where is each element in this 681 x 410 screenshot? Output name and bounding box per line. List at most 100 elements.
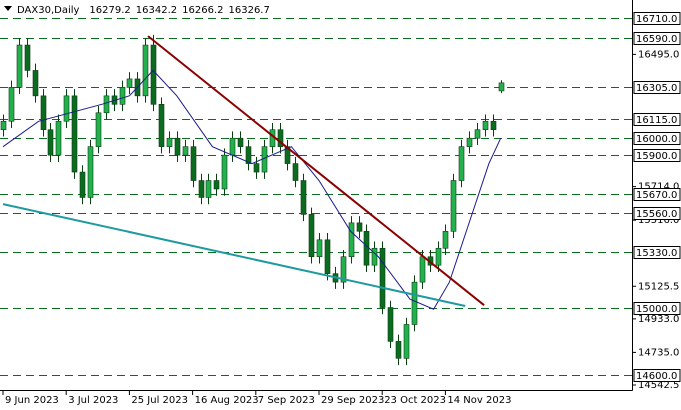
y-tick-label: 15714.0	[638, 182, 679, 193]
candle-body	[221, 154, 228, 190]
x-tick-label: 25 Jul 2023	[131, 395, 188, 406]
candle-body	[292, 163, 299, 181]
x-tick-label: 9 Jun 2023	[5, 395, 59, 406]
candle-body	[8, 87, 15, 122]
x-tick-label: 29 Sep 2023	[321, 395, 384, 406]
candle-body	[63, 95, 70, 122]
level-label-box	[633, 32, 681, 45]
candle-body	[340, 256, 347, 283]
candle-body	[150, 44, 157, 105]
level-label-box	[633, 132, 681, 145]
level-label: 15560.0	[636, 209, 677, 220]
candle-body	[24, 44, 31, 71]
candle-body	[300, 180, 307, 215]
candle-body	[198, 180, 205, 198]
level-label-box	[633, 207, 681, 220]
candle-body	[245, 146, 252, 164]
moving-average	[2, 69, 502, 310]
candle-body	[435, 247, 442, 266]
high-value: 16342.2	[136, 5, 177, 16]
candle-body	[387, 307, 394, 342]
close-value: 16326.7	[229, 5, 270, 16]
level-label: 16305.0	[636, 83, 677, 94]
level-label-box	[633, 246, 681, 259]
candle-body	[71, 95, 78, 173]
candle-body	[363, 231, 370, 266]
candle-body	[47, 129, 54, 156]
candle-body	[371, 247, 378, 266]
x-tick-label: 14 Nov 2023	[447, 395, 511, 406]
y-tick-label: 14542.5	[638, 380, 679, 391]
candle-body	[395, 341, 402, 359]
level-label: 16590.0	[636, 34, 677, 45]
x-tick-label: 16 Aug 2023	[195, 395, 259, 406]
candle-body	[379, 247, 386, 308]
level-label-box	[633, 302, 681, 315]
candle-body	[348, 222, 355, 258]
y-tick-label: 14735.0	[638, 347, 679, 358]
level-label-box	[633, 81, 681, 94]
level-label: 15000.0	[636, 304, 677, 315]
candle-body	[158, 104, 165, 147]
y-tick-label: 14933.0	[638, 314, 679, 325]
candle-body	[119, 87, 126, 105]
level-label: 16115.0	[636, 115, 677, 126]
candle-body	[458, 146, 465, 181]
candle-body	[55, 120, 62, 156]
level-label-box	[633, 149, 681, 162]
candle-body	[0, 120, 7, 131]
x-tick-label: 23 Oct 2023	[384, 395, 446, 406]
symbol: DAX30,Daily	[17, 5, 80, 16]
level-label: 15330.0	[636, 248, 677, 259]
candle-body	[474, 129, 481, 139]
candle-body	[95, 112, 102, 147]
candle-body	[411, 281, 418, 325]
level-label: 14600.0	[636, 371, 677, 382]
candle-body	[126, 78, 133, 88]
candle-body	[174, 137, 181, 156]
open-value: 16279.2	[89, 5, 130, 16]
level-label-box	[633, 113, 681, 126]
x-tick-label: 3 Jul 2023	[68, 395, 118, 406]
candle-body	[316, 239, 323, 258]
candle-body	[442, 231, 449, 249]
candle-body	[450, 180, 457, 232]
candle-body	[205, 180, 212, 198]
level-label: 16710.0	[636, 14, 677, 25]
candle-body	[482, 120, 489, 131]
level-label-box	[633, 369, 681, 382]
level-label-box	[633, 12, 681, 25]
candle-body	[229, 137, 236, 156]
candle-body	[419, 256, 426, 283]
candle-body	[356, 222, 363, 232]
candle-body	[87, 146, 94, 198]
candle-body	[166, 137, 173, 147]
x-tick-label: 7 Sep 2023	[258, 395, 315, 406]
candle-body	[40, 95, 47, 131]
candle-body	[142, 44, 149, 97]
low-value: 16266.2	[182, 5, 223, 16]
trend-line	[2, 203, 466, 307]
header: DAX30,Daily 16279.2 16342.2 16266.2 16326.7	[17, 5, 270, 16]
candle-body	[190, 146, 197, 181]
candle-body	[308, 214, 315, 258]
plot-area	[0, 18, 632, 376]
trend-line	[147, 35, 485, 306]
candle-body	[403, 324, 410, 359]
candle-body	[466, 137, 473, 147]
candle-body	[16, 44, 23, 88]
candle-body	[324, 239, 331, 274]
candle-body	[79, 171, 86, 198]
candle-body	[490, 120, 497, 131]
y-tick-label: 15516.0	[638, 215, 679, 226]
menu-icon[interactable]	[4, 6, 12, 11]
y-tick-label: 15125.5	[638, 281, 679, 292]
candle-body	[103, 95, 110, 114]
level-label: 15900.0	[636, 151, 677, 162]
candle-body	[32, 70, 39, 97]
level-label: 15670.0	[636, 190, 677, 201]
candle-body	[182, 146, 189, 156]
y-tick-label: 16495.0	[638, 49, 679, 60]
level-label-box	[633, 188, 681, 201]
